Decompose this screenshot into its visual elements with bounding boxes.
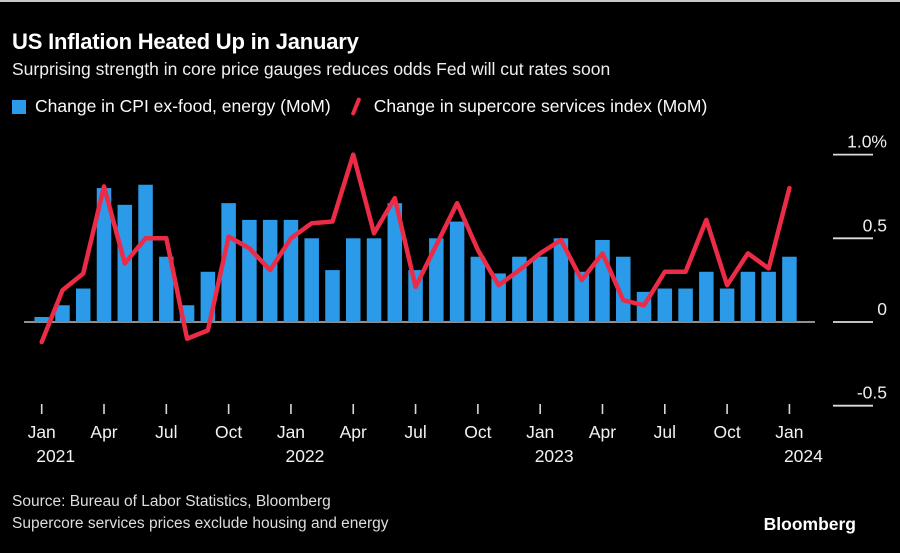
cpi-bar [304,238,319,322]
cpi-bar [429,238,444,322]
cpi-bar [491,273,506,322]
x-axis-month-label: Apr [340,422,367,442]
x-axis-year-label: 2021 [36,446,75,466]
cpi-bar [34,316,49,322]
supercore-line-legend-label: Change in supercore services index (MoM) [373,96,708,116]
cpi-bar [782,256,797,322]
page-title: US Inflation Heated Up in January [12,29,359,54]
cpi-bar [159,256,174,322]
y-axis-label: 0.5 [863,215,887,235]
cpi-bar [532,256,548,322]
x-axis-year-label: 2024 [784,446,823,466]
cpi-bar [138,184,153,322]
supercore-line [39,152,792,345]
x-axis-month-label: Apr [90,422,117,442]
cpi-bar [221,203,236,322]
x-axis-year-label: 2023 [535,446,574,466]
y-axis-label: -0.5 [857,383,887,403]
x-axis-month-label: Jan [28,422,56,442]
cpi-bar [75,288,91,322]
cpi-bar [719,288,735,322]
cpi-bar [740,271,756,322]
cpi-bar [387,203,403,322]
x-axis-month-label: Oct [464,422,491,442]
x-axis-month-label: Oct [713,422,740,442]
x-axis-month-label: Jul [155,422,177,442]
y-axis-label: 0 [877,299,887,319]
chart-legend: Change in CPI ex-food, energy (MoM) Chan… [12,96,707,117]
cpi-bar [449,221,465,322]
bloomberg-logo: Bloomberg [763,514,856,534]
x-axis-month-label: Jul [654,422,676,442]
y-axis-label: 1.0% [847,132,887,152]
x-axis-month-label: Jan [775,422,803,442]
cpi-bar [96,188,112,322]
cpi-bar [699,271,714,322]
x-axis-month-label: Jan [526,422,554,442]
cpi-bar [366,238,382,322]
cpi-bar [761,271,776,322]
note-line: Supercore services prices exclude housin… [12,515,389,532]
cpi-bar-legend-label: Change in CPI ex-food, energy (MoM) [35,96,331,116]
cpi-bar [616,256,631,322]
cpi-bar-legend-swatch-icon [12,99,26,114]
cpi-bar [574,271,589,322]
cpi-bar [242,219,257,322]
source-line: Source: Bureau of Labor Statistics, Bloo… [12,493,331,510]
x-axis-month-label: Jul [404,422,426,442]
x-axis-month-label: Apr [589,422,616,442]
cpi-bar [325,270,340,322]
cpi-bar [346,238,361,322]
page-subtitle: Surprising strength in core price gauges… [12,59,611,79]
footer-text: Source: Bureau of Labor Statistics, Bloo… [12,491,389,535]
cpi-bar [55,305,70,322]
cpi-bar [470,256,486,322]
top-divider [0,0,900,2]
cpi-bar [678,288,693,322]
x-axis-month-label: Oct [215,422,242,442]
x-axis-month-label: Jan [277,422,305,442]
cpi-bar [657,288,673,322]
x-axis-year-label: 2022 [285,446,324,466]
cpi-bar [553,238,569,322]
